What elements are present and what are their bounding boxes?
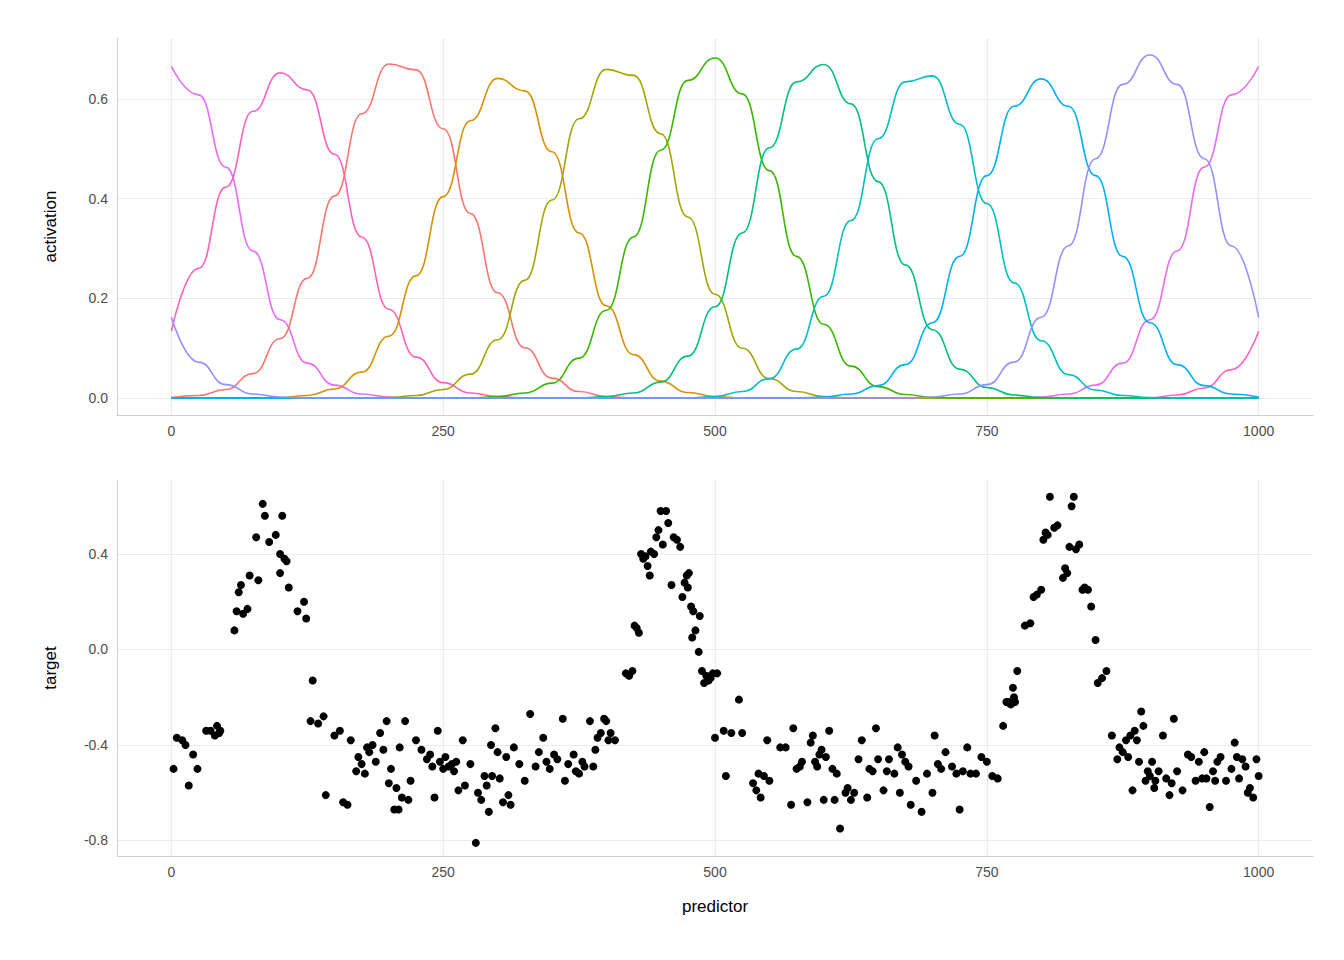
svg-text:0: 0 [167,864,175,880]
svg-text:1000: 1000 [1243,864,1274,880]
svg-text:activation: activation [41,191,60,263]
svg-text:750: 750 [975,423,999,439]
svg-text:target: target [41,646,60,690]
svg-text:-0.4: -0.4 [84,737,108,753]
svg-text:0.2: 0.2 [89,290,109,306]
svg-text:0.0: 0.0 [89,390,109,406]
svg-text:0.4: 0.4 [89,191,109,207]
svg-text:0.6: 0.6 [89,91,109,107]
svg-text:250: 250 [432,864,456,880]
svg-text:250: 250 [432,423,456,439]
svg-text:0: 0 [167,423,175,439]
svg-text:1000: 1000 [1243,423,1274,439]
svg-text:predictor: predictor [682,897,748,916]
svg-text:750: 750 [975,864,999,880]
svg-text:500: 500 [703,864,727,880]
svg-text:0.0: 0.0 [89,641,109,657]
svg-text:0.4: 0.4 [89,546,109,562]
svg-text:500: 500 [703,423,727,439]
svg-text:-0.8: -0.8 [84,832,108,848]
